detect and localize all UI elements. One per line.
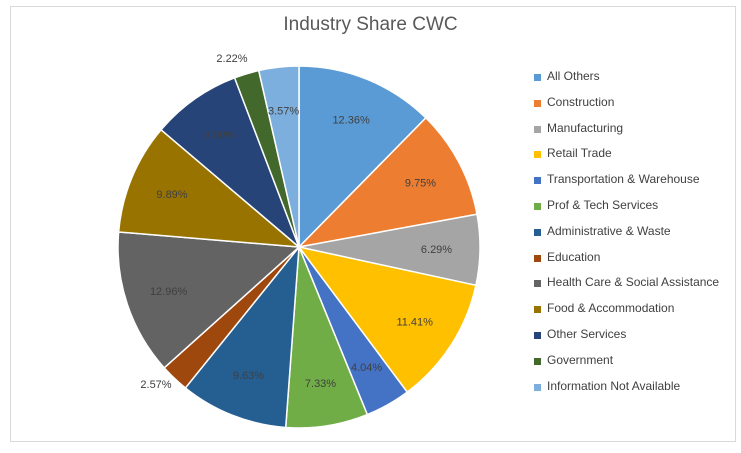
pie-slice-information-not-available	[257, 65, 300, 248]
legend-label: Government	[547, 352, 614, 367]
legend-label: Prof & Tech Services	[547, 197, 659, 212]
data-label-food-and-accommodation: 9.89%	[156, 189, 187, 201]
legend-swatch	[534, 254, 541, 262]
data-label-manufacturing: 6.29%	[421, 244, 452, 256]
legend-item-all-others: All Others	[534, 66, 734, 92]
legend-swatch	[534, 331, 541, 339]
legend-label: Food & Accommodation	[547, 301, 675, 316]
legend-swatch	[534, 357, 541, 365]
legend-label: Health Care & Social Assistance	[547, 275, 720, 290]
legend-swatch	[534, 151, 541, 159]
data-label-construction: 9.75%	[405, 178, 436, 190]
legend-label: All Others	[547, 69, 600, 83]
data-label-prof-and-tech-services: 7.33%	[305, 378, 336, 390]
legend-swatch	[534, 125, 541, 133]
data-label-other-services: 8.00%	[204, 130, 235, 142]
pie-slice-retail-trade	[297, 245, 477, 394]
pie-slice-administrative-and-waste	[184, 244, 300, 429]
data-label-all-others: 12.36%	[332, 115, 370, 127]
chart-legend: All Others Construction Manufacturing Retai…	[534, 66, 734, 401]
legend-label: Retail Trade	[547, 146, 612, 161]
legend-item-health-care-and-social-assistance: Health Care & Social Assistance	[534, 272, 734, 298]
legend-label: Other Services	[547, 326, 627, 341]
legend-swatch	[534, 280, 541, 288]
legend-item-prof-and-tech-services: Prof & Tech Services	[534, 195, 734, 221]
legend-item-food-and-accommodation: Food & Accommodation	[534, 298, 734, 324]
data-label-administrative-and-waste: 9.63%	[233, 370, 264, 382]
legend-item-government: Government	[534, 350, 734, 376]
legend-swatch	[534, 383, 541, 391]
pie-slice-all-others	[298, 65, 427, 249]
legend-item-administrative-and-waste: Administrative & Waste	[534, 221, 734, 247]
legend-label: Construction	[547, 94, 615, 109]
pie-slice-health-care-and-social-assistance	[117, 231, 301, 369]
legend-label: Education	[547, 249, 601, 264]
legend-label: Information Not Available	[547, 378, 681, 393]
legend-item-manufacturing: Manufacturing	[534, 118, 734, 144]
pie-slice-construction	[296, 116, 478, 249]
legend-swatch	[534, 202, 541, 210]
legend-label: Administrative & Waste	[547, 223, 671, 238]
legend-item-transportation-and-warehouse: Transportation & Warehouse	[534, 169, 734, 195]
pie-slice-other-services	[160, 76, 300, 248]
chart-title: Industry Share CWC	[283, 14, 458, 35]
legend-swatch	[534, 228, 541, 236]
data-label-education: 2.57%	[140, 379, 171, 391]
legend-item-information-not-available: Information Not Available	[534, 376, 734, 402]
legend-item-retail-trade: Retail Trade	[534, 143, 734, 169]
legend-label: Transportation & Warehouse	[547, 172, 700, 187]
pie-slice-food-and-accommodation	[117, 128, 302, 248]
legend-label: Manufacturing	[547, 120, 624, 135]
legend-swatch	[534, 74, 541, 81]
data-label-health-care-and-social-assistance: 12.96%	[150, 286, 188, 298]
data-label-retail-trade: 11.41%	[396, 316, 433, 328]
legend-swatch	[534, 177, 541, 185]
data-label-transportation-and-warehouse: 4.04%	[351, 362, 382, 374]
legend-item-construction: Construction	[534, 92, 734, 118]
data-label-information-not-available: 3.57%	[268, 105, 299, 117]
legend-item-other-services: Other Services	[534, 324, 734, 350]
legend-item-education: Education	[534, 247, 734, 273]
legend-swatch	[534, 306, 541, 314]
legend-swatch	[534, 99, 541, 107]
data-label-government: 2.22%	[216, 53, 247, 65]
